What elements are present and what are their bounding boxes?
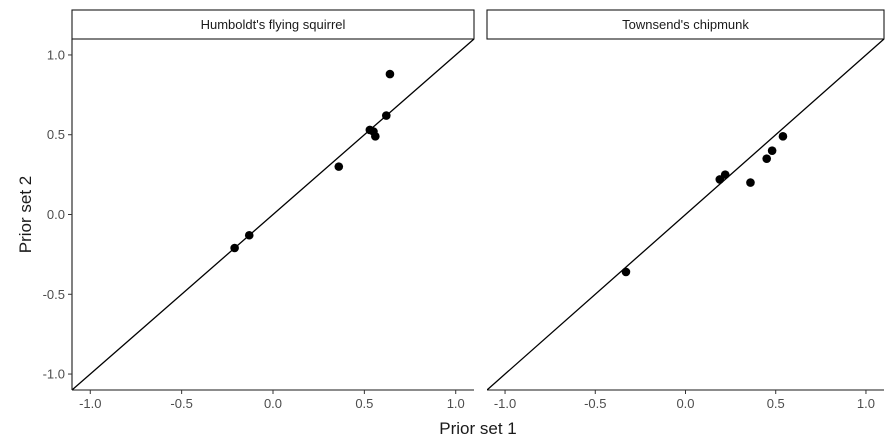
data-point (244, 230, 254, 240)
y-axis-title: Prior set 2 (16, 176, 35, 253)
identity-line (72, 39, 474, 390)
y-tick-label: -0.5 (43, 287, 65, 302)
identity-line (487, 39, 884, 390)
data-point (720, 170, 730, 179)
panels-layer: Humboldt's flying squirrel -1.0 -0.5 0.0 0.5… (71, 9, 885, 411)
y-tick-label: 0.5 (47, 127, 65, 142)
data-point (371, 132, 380, 141)
data-point (621, 267, 631, 277)
data-point (762, 154, 772, 163)
data-point (767, 146, 777, 155)
data-point (230, 243, 239, 253)
x-tick-label: -1.0 (79, 396, 101, 411)
strip-label: Humboldt's flying squirrel (201, 17, 346, 32)
data-point (385, 69, 395, 79)
data-point (334, 162, 344, 171)
x-tick-label: 0.5 (355, 396, 373, 411)
strip-box (71, 9, 475, 40)
y-tick-label: 0.0 (47, 207, 65, 222)
strip-label: Townsend's chipmunk (622, 17, 749, 32)
panel-2: Townsend's chipmunk -1.0 -0.5 0.0 0.5 1.0 (486, 9, 885, 411)
x-tick-label: 0.0 (676, 396, 694, 411)
data-point (746, 178, 755, 187)
y-tick-label: -1.0 (43, 367, 65, 382)
x-tick-label: -0.5 (170, 396, 192, 411)
data-point (778, 132, 788, 141)
x-axis-title: Prior set 1 (439, 419, 516, 438)
x-tick-label: -1.0 (494, 396, 516, 411)
data-point (381, 111, 391, 120)
x-tick-label: 0.0 (264, 396, 282, 411)
x-tick-label: 1.0 (857, 396, 875, 411)
panel-1: Humboldt's flying squirrel -1.0 -0.5 0.0 0.5… (71, 9, 475, 411)
strip-box (486, 9, 885, 40)
x-tick-label: -0.5 (584, 396, 606, 411)
x-tick-label: 0.5 (767, 396, 785, 411)
x-tick-label: 1.0 (447, 396, 465, 411)
y-tick-label: 1.0 (47, 47, 65, 62)
y-axis: -1.0 -0.5 0.0 0.5 1.0 (43, 39, 73, 390)
